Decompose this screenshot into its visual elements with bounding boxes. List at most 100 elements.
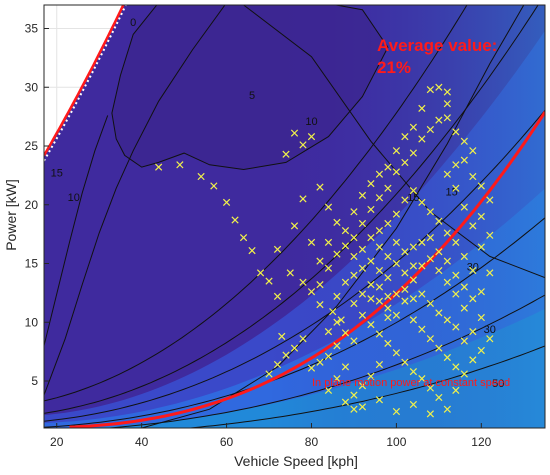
scatter-point bbox=[265, 370, 273, 378]
scatter-point bbox=[176, 161, 184, 169]
scatter-point bbox=[426, 335, 434, 343]
scatter-point bbox=[460, 370, 468, 378]
scatter-point bbox=[477, 313, 485, 322]
scatter-point bbox=[316, 257, 324, 265]
scatter-point bbox=[350, 271, 358, 279]
scatter-point bbox=[392, 407, 401, 416]
scatter-point bbox=[286, 269, 294, 277]
contour-line bbox=[44, 5, 226, 396]
scatter-point bbox=[278, 332, 286, 340]
scatter-point bbox=[367, 295, 375, 303]
scatter-point bbox=[333, 375, 341, 383]
y-tick-label: 5 bbox=[31, 374, 38, 388]
scatter-point bbox=[460, 137, 468, 145]
scatter-point bbox=[409, 367, 418, 376]
scatter-point bbox=[401, 248, 409, 256]
contour-label: 5 bbox=[249, 90, 255, 102]
scatter-point bbox=[333, 218, 341, 226]
scatter-point bbox=[341, 278, 350, 286]
scatter-point bbox=[435, 309, 443, 317]
x-tick-label: 40 bbox=[135, 435, 149, 449]
scatter-point bbox=[409, 262, 418, 270]
scatter-point bbox=[384, 313, 392, 322]
scatter-point bbox=[435, 116, 443, 124]
scatter-point bbox=[290, 129, 299, 137]
scatter-point bbox=[358, 191, 367, 199]
scatter-point bbox=[341, 242, 350, 250]
low-efficiency-region bbox=[111, 5, 389, 171]
scatter-point bbox=[486, 196, 494, 204]
scatter-point bbox=[392, 147, 401, 155]
scatter-point bbox=[469, 295, 477, 303]
constant-speed-label: In plane motion power at constant speed bbox=[312, 377, 510, 389]
scatter-point bbox=[469, 356, 477, 364]
scatter-point bbox=[409, 187, 418, 195]
scatter-point bbox=[375, 360, 384, 369]
scatter-point bbox=[443, 229, 451, 237]
y-tick-label: 30 bbox=[25, 80, 39, 94]
contour-label: 50 bbox=[492, 378, 504, 390]
scatter-point bbox=[443, 278, 451, 286]
contour-label: 15 bbox=[407, 192, 419, 204]
scatter-point bbox=[324, 386, 333, 395]
scatter-point bbox=[273, 360, 282, 369]
scatter-point bbox=[426, 299, 434, 308]
contour-label: 30 bbox=[467, 262, 479, 274]
scatter-point bbox=[273, 292, 282, 301]
scatter-point bbox=[341, 226, 350, 235]
scatter-point bbox=[426, 125, 434, 134]
scatter-point bbox=[418, 198, 426, 207]
scatter-point bbox=[307, 132, 316, 141]
scatter-point bbox=[239, 234, 248, 242]
scatter-point bbox=[358, 403, 367, 411]
scatter-point bbox=[486, 269, 494, 277]
scatter-point bbox=[307, 288, 316, 296]
scatter-point bbox=[350, 252, 358, 261]
scatter-point bbox=[435, 266, 443, 275]
scatter-point bbox=[443, 405, 451, 413]
scatter-point bbox=[418, 290, 426, 298]
contour-line bbox=[44, 109, 545, 422]
scatter-point bbox=[248, 246, 256, 255]
scatter-point bbox=[452, 184, 460, 192]
scatter-point bbox=[384, 219, 392, 228]
scatter-point bbox=[299, 335, 307, 343]
max-power-curve bbox=[44, 5, 125, 157]
scatter-point bbox=[265, 277, 273, 285]
scatter-point bbox=[460, 283, 468, 291]
scatter-point bbox=[443, 170, 451, 178]
scatter-point bbox=[299, 278, 307, 286]
scatter-point bbox=[452, 290, 460, 298]
scatter-point bbox=[443, 88, 451, 96]
scatter-point bbox=[486, 335, 494, 343]
x-tick-label: 60 bbox=[220, 435, 234, 449]
scatter-point bbox=[358, 219, 367, 228]
scatter-point bbox=[409, 243, 418, 251]
scatter-point bbox=[384, 163, 392, 171]
contour-label: 15 bbox=[51, 168, 63, 180]
scatter-point bbox=[392, 259, 401, 268]
contour-label: 10 bbox=[305, 116, 317, 128]
scatter-point bbox=[452, 386, 460, 395]
scatter-point bbox=[341, 329, 350, 337]
scatter-point bbox=[375, 297, 384, 305]
scatter-point bbox=[367, 372, 375, 380]
scatter-point bbox=[358, 311, 367, 319]
scatter-point bbox=[231, 216, 239, 224]
scatter-point bbox=[307, 364, 316, 372]
scatter-point bbox=[426, 208, 434, 216]
scatter-point bbox=[401, 297, 409, 305]
scatter-point bbox=[324, 264, 333, 272]
y-axis: 5 10 15 20 25 30 35 bbox=[25, 22, 49, 388]
scatter-point bbox=[367, 179, 375, 188]
scatter-point bbox=[290, 344, 299, 352]
scatter-point bbox=[299, 195, 307, 203]
scatter-series bbox=[155, 83, 494, 418]
scatter-point bbox=[384, 252, 392, 261]
x-tick-label: 80 bbox=[305, 435, 319, 449]
scatter-point bbox=[307, 238, 316, 246]
contour-label: 10 bbox=[68, 192, 80, 204]
scatter-point bbox=[329, 308, 337, 316]
scatter-point bbox=[460, 252, 468, 261]
